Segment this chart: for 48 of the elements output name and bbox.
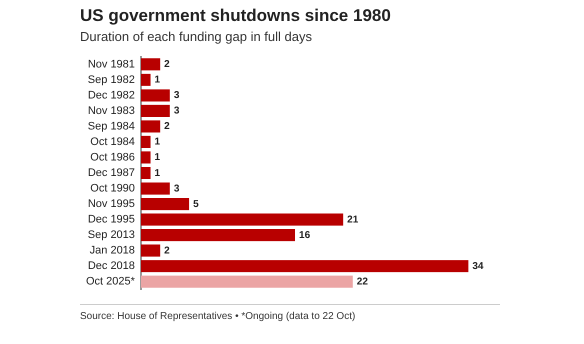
bar xyxy=(140,182,170,195)
bar xyxy=(140,58,160,70)
data-label: 3 xyxy=(174,183,180,194)
data-label: 5 xyxy=(193,198,200,210)
bar xyxy=(140,214,344,226)
bar xyxy=(140,120,160,132)
data-label: 34 xyxy=(472,260,484,272)
y-tick-label: Dec 1995 xyxy=(88,214,135,226)
bar xyxy=(140,244,160,257)
y-tick-label: Dec 1982 xyxy=(88,89,135,102)
data-label: 1 xyxy=(154,168,161,179)
data-label: 22 xyxy=(356,276,368,288)
y-tick-label: Oct 1990 xyxy=(90,182,135,195)
data-label: 3 xyxy=(174,90,180,102)
y-tick-label: Nov 1995 xyxy=(88,198,135,210)
bar xyxy=(140,89,170,102)
y-tick-label: Nov 1981 xyxy=(88,58,135,70)
bar xyxy=(140,136,151,148)
y-tick-label: Sep 2013 xyxy=(88,229,135,242)
chart-subtitle: Duration of each funding gap in full days xyxy=(80,29,313,44)
bar xyxy=(140,74,151,86)
data-label: 2 xyxy=(164,59,170,70)
data-label: 21 xyxy=(347,214,359,226)
y-tick-label: Sep 1984 xyxy=(88,120,135,132)
y-tick-label: Dec 2018 xyxy=(88,260,135,272)
source-note: Source: House of Representatives • *Ongoing (data to 22 Oct) xyxy=(80,304,500,322)
bar xyxy=(140,229,296,242)
data-label: 3 xyxy=(174,106,180,117)
bar xyxy=(140,276,353,288)
y-tick-label: Oct 1986 xyxy=(90,152,135,164)
bar xyxy=(140,198,190,210)
data-label: 1 xyxy=(154,74,161,86)
y-tick-label: Nov 1983 xyxy=(88,104,135,117)
data-label: 1 xyxy=(154,136,161,148)
data-label: 2 xyxy=(164,121,170,132)
data-label: 1 xyxy=(154,152,161,164)
bar xyxy=(140,166,151,180)
data-label: 16 xyxy=(299,230,311,241)
bar xyxy=(140,151,151,164)
data-label: 2 xyxy=(164,245,170,256)
y-tick-label: Oct 1984 xyxy=(90,136,135,148)
bar xyxy=(140,104,170,117)
y-tick-label: Sep 1982 xyxy=(88,74,135,86)
bar xyxy=(140,260,468,272)
y-tick-label: Jan 2018 xyxy=(90,244,135,257)
y-tick-label: Dec 1987 xyxy=(88,167,135,180)
chart-title: US government shutdowns since 1980 xyxy=(80,6,392,26)
y-tick-label: Oct 2025* xyxy=(86,276,136,288)
